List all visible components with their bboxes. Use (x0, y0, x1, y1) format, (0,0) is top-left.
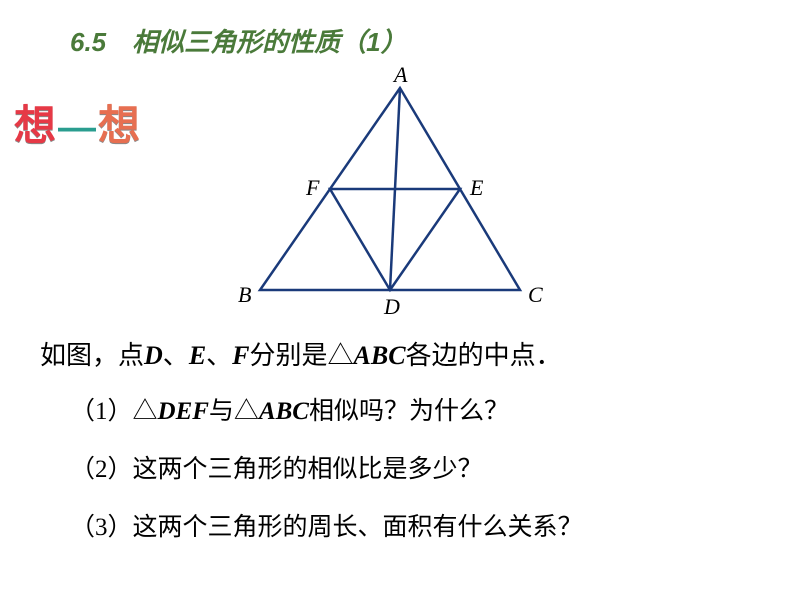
q1-abc: ABC (259, 398, 309, 425)
intro-post: 各边的中点． (406, 341, 562, 370)
think-heading: 想—想 (14, 92, 142, 153)
think-dash: — (58, 107, 98, 149)
question-3: （3）这两个三角形的周长、面积有什么关系？ (70, 508, 583, 548)
intro-sep1: 、 (163, 341, 189, 370)
triangle-svg (230, 70, 570, 310)
q1-mid: 与△ (209, 398, 259, 425)
q1-def: DEF (158, 398, 209, 425)
vertex-label-a: A (394, 62, 407, 88)
section-title: 6.5 相似三角形的性质（1） (70, 22, 407, 59)
triangle-diagram: A B C D E F (230, 70, 570, 310)
intro-e: E (189, 341, 206, 370)
vertex-label-b: B (238, 282, 251, 308)
think-char-1: 想 (14, 102, 58, 149)
intro-text: 如图，点D、E、F分别是△ABC各边的中点． (40, 335, 562, 377)
intro-pre: 如图，点 (40, 341, 144, 370)
intro-d: D (144, 341, 163, 370)
intro-sep2: 、 (206, 341, 232, 370)
intro-f: F (232, 341, 249, 370)
think-char-2: 想 (98, 102, 142, 149)
vertex-label-d: D (384, 294, 400, 320)
q1-post: 相似吗？为什么？ (309, 398, 509, 425)
question-2: （2）这两个三角形的相似比是多少？ (70, 450, 483, 490)
intro-mid: 分别是△ (250, 341, 354, 370)
vertex-label-c: C (528, 282, 543, 308)
q1-pre: （1）△ (70, 398, 158, 425)
vertex-label-e: E (470, 175, 483, 201)
intro-abc: ABC (354, 341, 406, 370)
question-1: （1）△DEF与△ABC相似吗？为什么？ (70, 392, 509, 432)
vertex-label-f: F (306, 175, 319, 201)
